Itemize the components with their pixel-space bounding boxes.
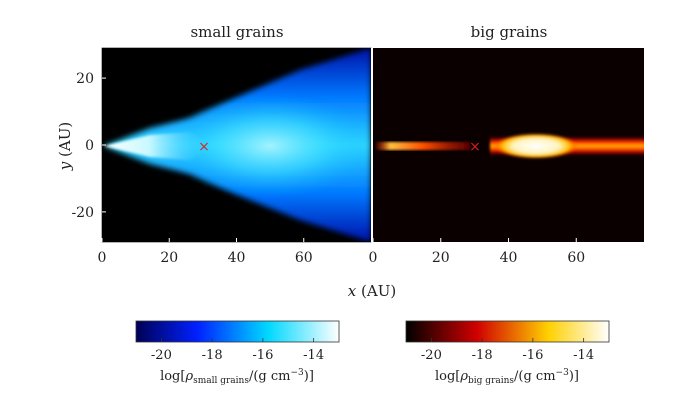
x-tick-label: 40 [228, 250, 246, 266]
y-tick-label: 0 [85, 138, 94, 154]
colorbar-big-grains-scale [405, 320, 610, 343]
colorbar-tick-label: -14 [573, 348, 594, 363]
planet-marker-left: × [198, 139, 210, 155]
x-tick-label: 60 [295, 250, 313, 266]
colorbar-tick-label: -16 [522, 348, 543, 363]
colorbar-big-grains-label: log[ρbig grains/(g cm−3)] [435, 368, 579, 386]
x-tick-label: 0 [98, 250, 107, 266]
y-axis-label: y (AU) [56, 122, 74, 171]
big-grains-title: big grains [471, 23, 548, 41]
x-tick-label: 20 [160, 250, 178, 266]
small-grains-panel: × [101, 47, 372, 243]
x-tick-label: 60 [567, 250, 585, 266]
small-grains-core [165, 94, 371, 198]
big-grains-inner-ring [376, 142, 470, 150]
x-axis-label: x (AU) [348, 282, 396, 300]
small-grains-inner-disk [104, 132, 205, 160]
x-tick-label: 20 [432, 250, 450, 266]
x-axis: 0 20 40 60 0 20 40 60 x (AU) [98, 238, 585, 300]
colorbar-small-grains-scale [135, 320, 340, 343]
panel-separator [371, 48, 373, 242]
colorbar-big-grains: -20 -18 -16 -14 log[ρbig grains/(g cm−3)] [405, 320, 610, 386]
colorbar-small-grains-label: log[ρsmall grains/(g cm−3)] [160, 368, 314, 386]
colorbar-tick-label: -14 [303, 348, 324, 363]
colorbar-small-grains: -20 -18 -16 -14 log[ρsmall grains/(g cm−3)] [135, 320, 340, 386]
planet-marker-right: × [469, 139, 481, 155]
colorbar-tick-label: -20 [421, 348, 442, 363]
colorbar-tick-label: -18 [202, 348, 223, 363]
y-axis: 20 0 -20 y (AU) [56, 71, 106, 221]
big-grains-ring [494, 133, 578, 159]
colorbar-tick-label: -20 [151, 348, 172, 363]
colorbar-tick-label: -18 [472, 348, 493, 363]
small-grains-title: small grains [190, 23, 283, 41]
x-tick-label: 40 [500, 250, 518, 266]
y-tick-label: -20 [71, 205, 94, 221]
y-tick-label: 20 [76, 71, 94, 87]
colorbar-tick-label: -16 [252, 348, 273, 363]
big-grains-panel: × [373, 48, 644, 242]
x-tick-label: 0 [369, 250, 378, 266]
